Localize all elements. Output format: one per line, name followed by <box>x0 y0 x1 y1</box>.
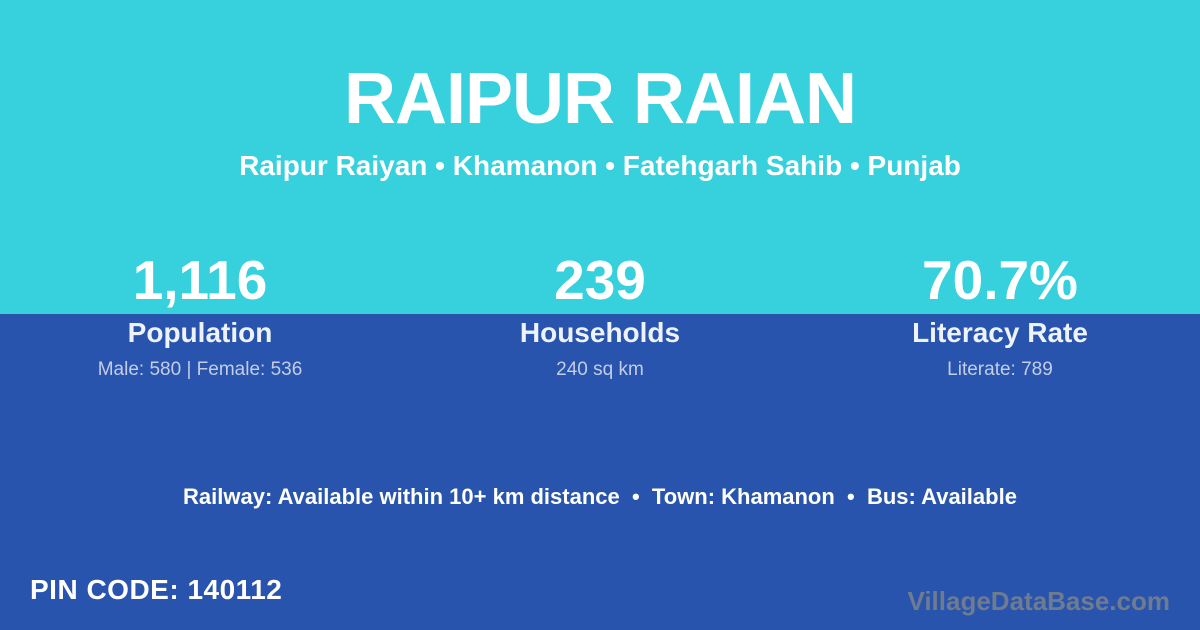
stat-literacy: 70.7% Literacy Rate Literate: 789 <box>800 247 1200 381</box>
population-label: Population <box>127 317 273 348</box>
stat-population: 1,116 Population Male: 580 | Female: 536 <box>0 247 400 381</box>
population-breakdown: Male: 580 | Female: 536 <box>97 359 303 380</box>
pin-code: PIN CODE: 140112 <box>30 574 283 605</box>
households-value: 239 <box>554 249 646 311</box>
literacy-rate-label: Literacy Rate <box>912 317 1088 348</box>
area-value: 240 sq km <box>556 359 644 380</box>
page-title: RAIPUR RAIAN <box>343 59 857 139</box>
top-band: RAIPUR RAIAN Raipur Raiyan • Khamanon • … <box>0 0 1200 314</box>
transport-info-line: Railway: Available within 10+ km distanc… <box>183 484 1017 509</box>
stats-row: 1,116 Population Male: 580 | Female: 536… <box>0 247 1200 381</box>
literacy-rate-value: 70.7% <box>922 249 1078 311</box>
households-label: Households <box>519 317 681 348</box>
literate-count: Literate: 789 <box>947 359 1053 380</box>
breadcrumb-location: Raipur Raiyan • Khamanon • Fatehgarh Sah… <box>239 149 961 181</box>
population-value: 1,116 <box>132 249 268 311</box>
watermark-site-name: VillageDataBase.com <box>907 586 1170 616</box>
stat-households: 239 Households 240 sq km <box>400 247 800 381</box>
